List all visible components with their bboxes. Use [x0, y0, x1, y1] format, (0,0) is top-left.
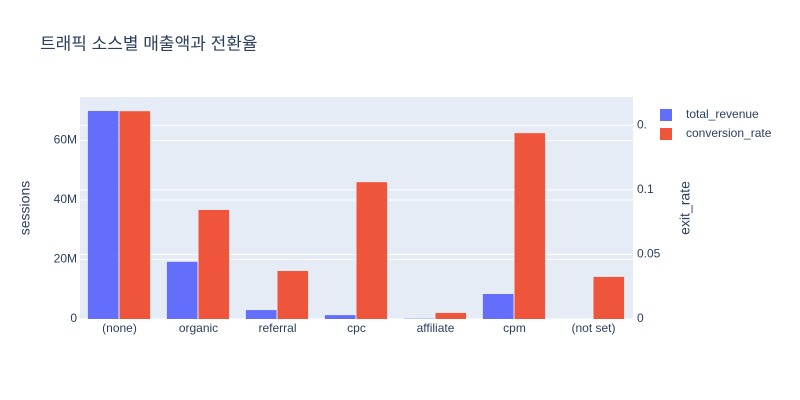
y2-axis-title: exit_rate: [677, 181, 693, 235]
bar: [277, 270, 309, 319]
bar: [245, 310, 277, 319]
bar: [166, 261, 198, 319]
bar: [324, 315, 356, 319]
x-tick-label: organic: [179, 321, 218, 335]
bar: [593, 276, 625, 319]
chart-title: 트래픽 소스별 매출액과 전환율: [40, 34, 258, 53]
legend-label: conversion_rate: [686, 126, 772, 140]
x-tick-label: referral: [258, 321, 296, 335]
bar: [482, 294, 514, 319]
y-axis-title: sessions: [17, 181, 33, 235]
x-tick-label: (not set): [571, 321, 615, 335]
bar: [119, 111, 151, 319]
y-tick-label: 40M: [54, 192, 77, 206]
y-tick-label: 20M: [54, 252, 77, 266]
bar: [435, 312, 467, 319]
bar: [514, 133, 546, 319]
x-tick-label: cpm: [503, 321, 526, 335]
y2-tick-label: 0.05: [637, 247, 661, 261]
y-tick-label: 0: [70, 311, 77, 325]
y2-tick-label: 0.: [637, 118, 647, 132]
legend-label: total_revenue: [686, 107, 759, 121]
y2-tick-label: 0.1: [637, 182, 654, 196]
x-tick-label: (none): [102, 321, 137, 335]
bar: [198, 209, 230, 319]
y-tick-label: 60M: [54, 133, 77, 147]
legend-swatch: [660, 128, 672, 140]
x-tick-label: cpc: [347, 321, 366, 335]
y2-tick-label: 0: [637, 311, 644, 325]
legend-swatch: [660, 109, 672, 121]
bar: [87, 110, 119, 319]
bar: [356, 182, 388, 319]
x-tick-label: affiliate: [417, 321, 455, 335]
